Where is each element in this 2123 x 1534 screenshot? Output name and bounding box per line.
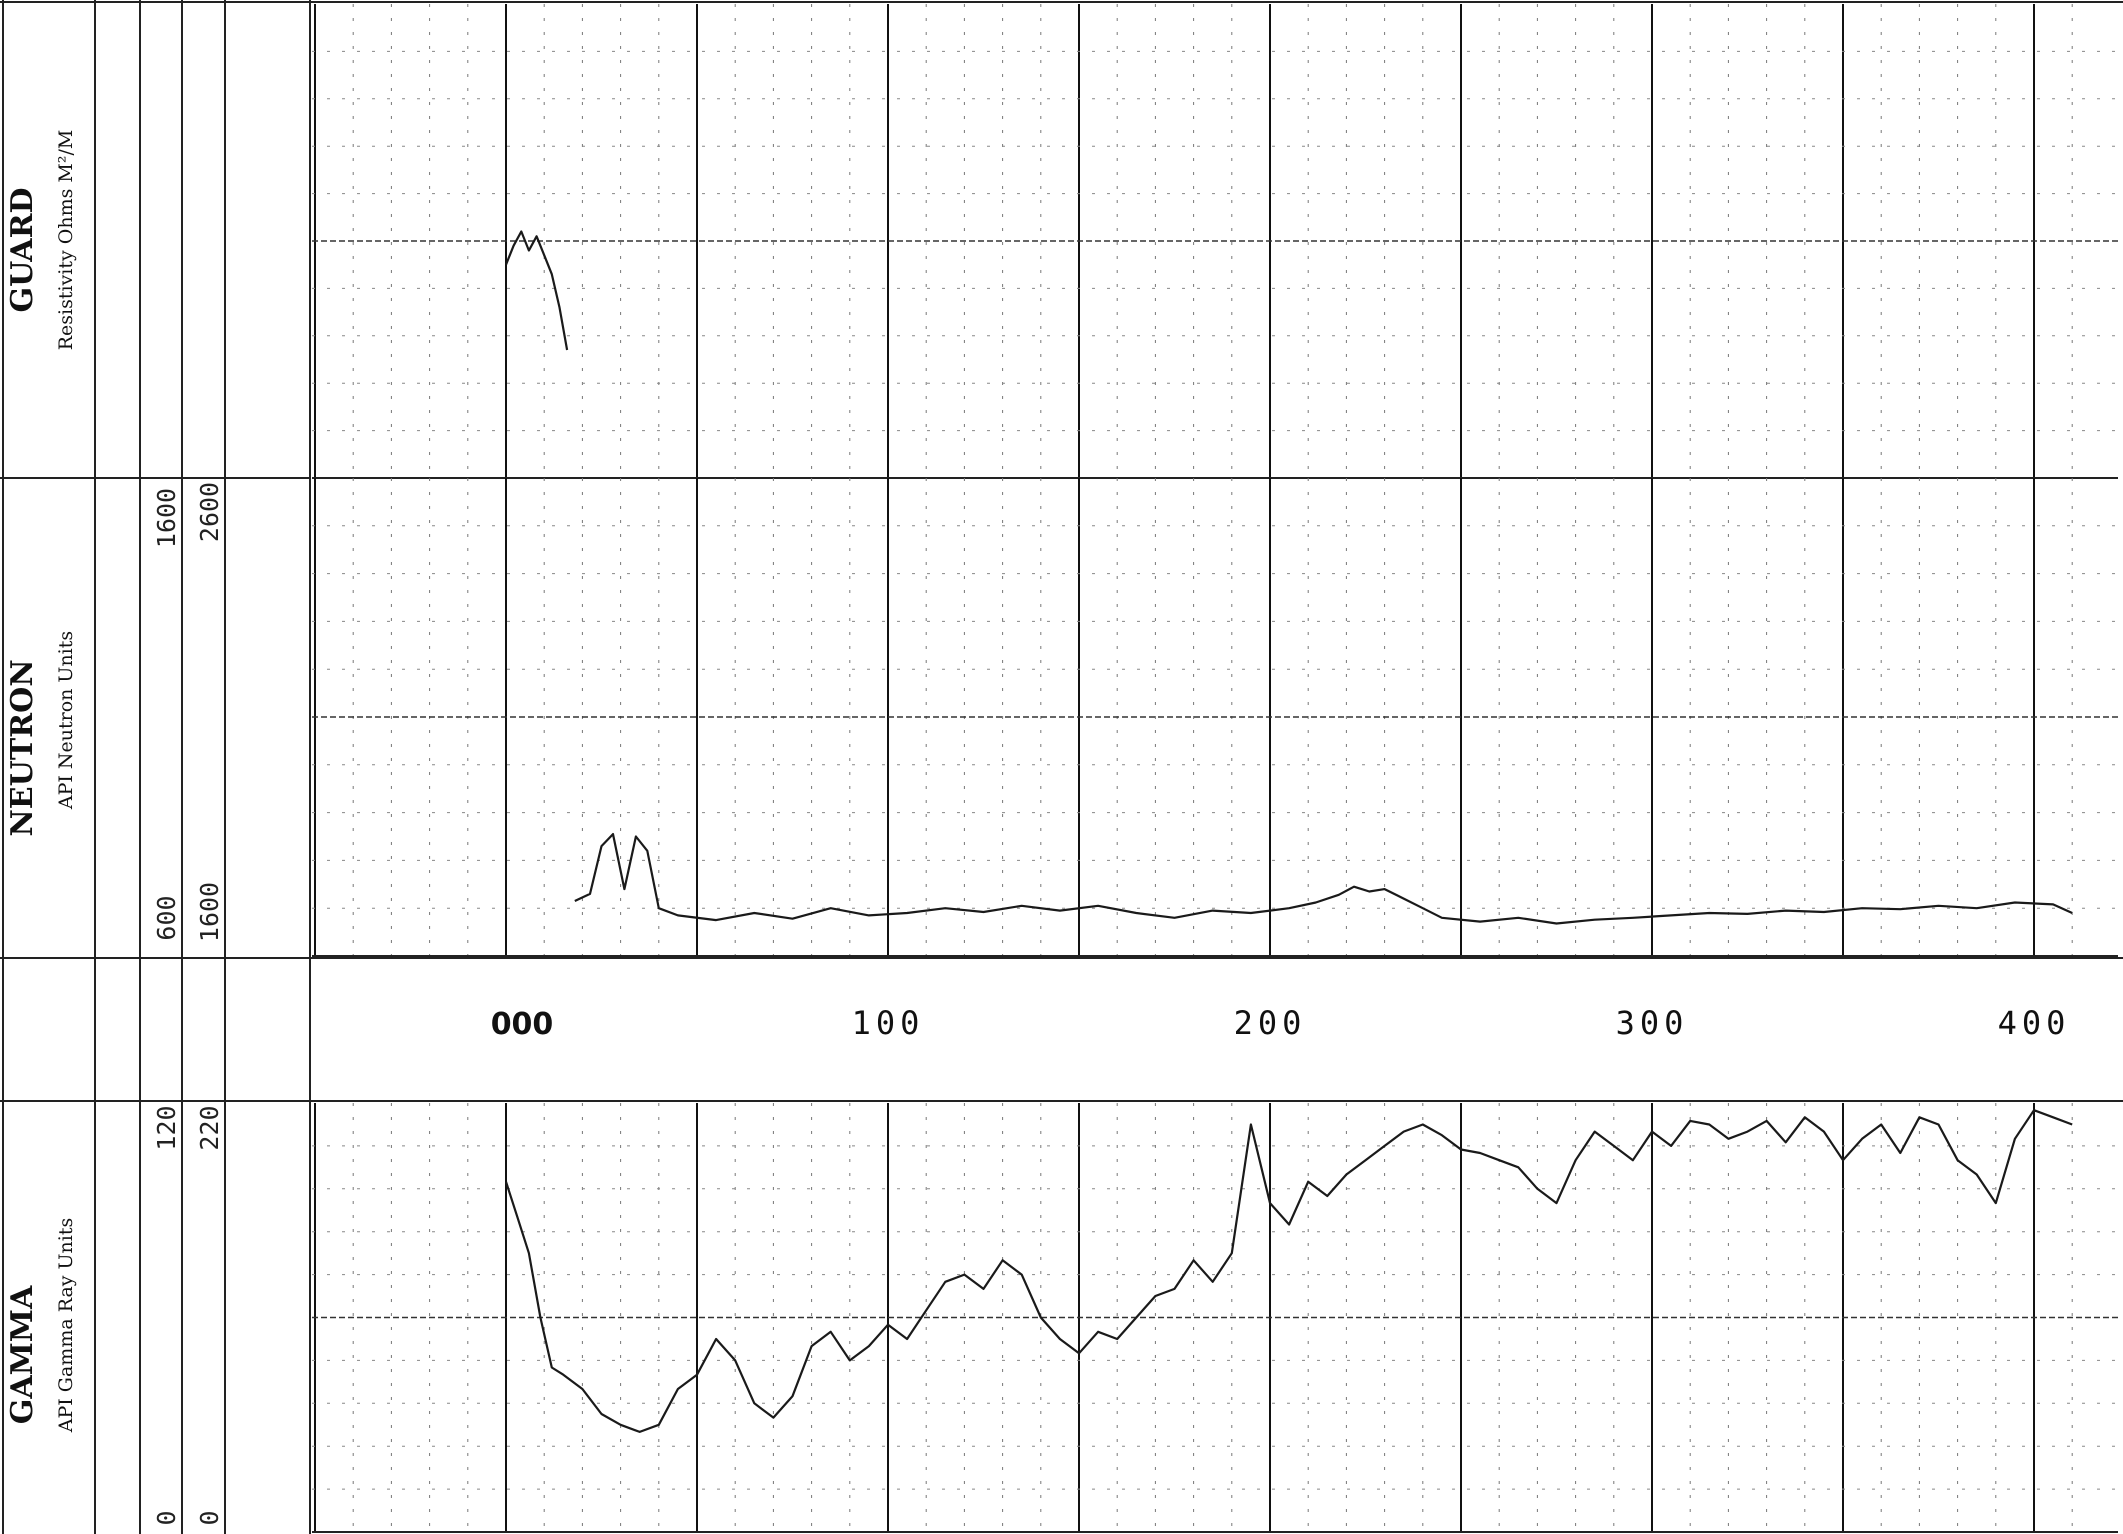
- depth-axis: 000 100 200 300 400: [491, 1004, 2071, 1042]
- neutron-alt-scale-min: 1600: [195, 882, 224, 942]
- gamma-scale-min: 0: [152, 1510, 181, 1525]
- track-grid-0: [312, 4, 2118, 479]
- neutron-subtitle: API Neutron Units: [55, 631, 77, 810]
- gamma-subtitle: API Gamma Ray Units: [55, 1218, 77, 1434]
- gamma-scale-max: 120: [152, 1105, 181, 1150]
- guard-title: GUARD: [5, 187, 40, 312]
- depth-label-000: 000: [491, 1007, 554, 1042]
- guard-curve: [504, 230, 569, 351]
- track-grid-2: [312, 1103, 2118, 1533]
- neutron-track-header: NEUTRON API Neutron Units 1600 600 2600 …: [5, 482, 224, 942]
- grid-layer: [312, 4, 2118, 1533]
- neutron-scale-min: 600: [152, 895, 181, 940]
- neutron-curve: [574, 833, 2073, 925]
- neutron-title: NEUTRON: [5, 659, 40, 836]
- curve-layer: [504, 230, 2073, 1433]
- neutron-alt-scale-max: 2600: [195, 482, 224, 542]
- guard-track-header: GUARD Resistivity Ohms M²/M: [5, 130, 77, 351]
- track-grid-1: [312, 478, 2118, 957]
- depth-label-400: 400: [1998, 1004, 2071, 1042]
- depth-label-200: 200: [1234, 1004, 1307, 1042]
- guard-subtitle: Resistivity Ohms M²/M: [55, 130, 77, 351]
- gamma-alt-scale-min: 0: [195, 1510, 224, 1525]
- neutron-scale-max: 1600: [152, 488, 181, 548]
- gamma-alt-scale-max: 220: [195, 1105, 224, 1150]
- depth-label-300: 300: [1616, 1004, 1689, 1042]
- gamma-curve: [504, 1109, 2073, 1433]
- depth-label-100: 100: [852, 1004, 925, 1042]
- gamma-title: GAMMA: [5, 1285, 40, 1424]
- gamma-track-header: GAMMA API Gamma Ray Units 120 0 220 0: [5, 1105, 224, 1525]
